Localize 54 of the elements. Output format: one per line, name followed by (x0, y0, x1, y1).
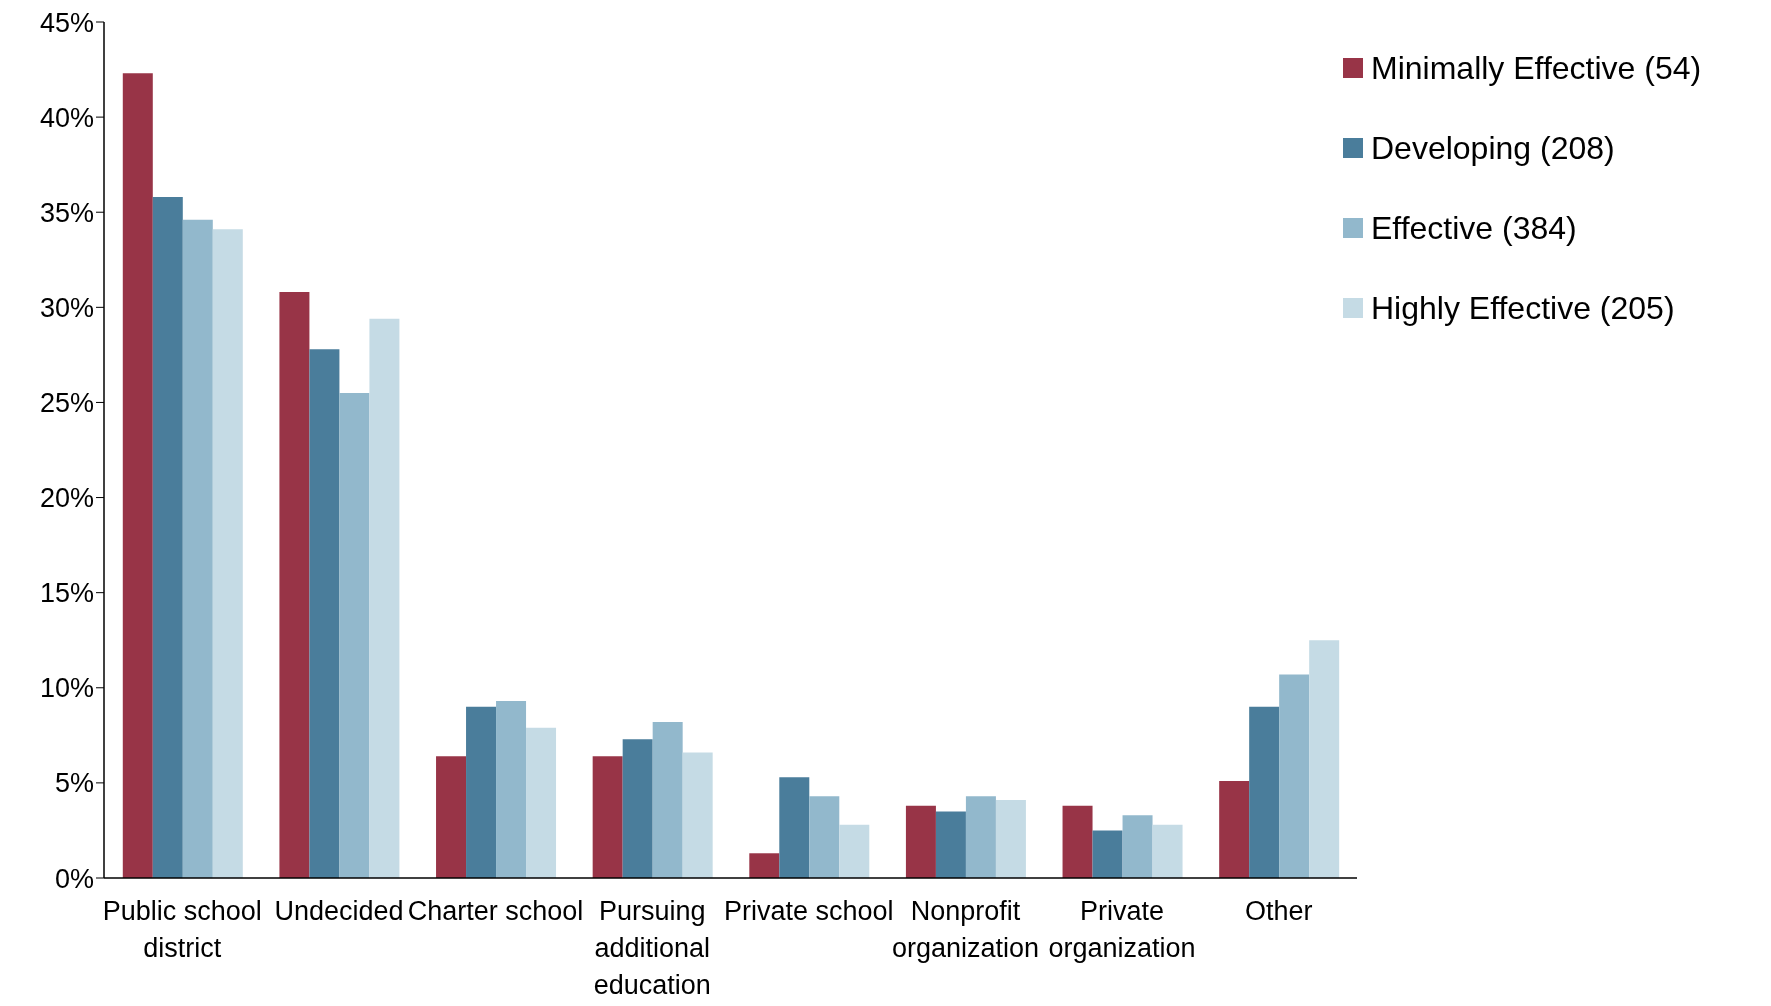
x-tick-label: Private organization (1048, 896, 1196, 963)
bar (182, 219, 213, 878)
bar (1249, 706, 1280, 878)
bar (1309, 640, 1340, 878)
bar (935, 811, 966, 878)
bar (466, 706, 497, 878)
y-tick-label: 25% (39, 388, 94, 419)
legend-label: Minimally Effective (54) (1371, 49, 1702, 88)
y-tick-label: 35% (39, 197, 94, 228)
bar (212, 229, 243, 878)
x-tick-label: Nonprofit organization (891, 896, 1039, 963)
bar (652, 722, 683, 878)
x-tick-label: Pursuing additional education (593, 896, 711, 1000)
bar (1219, 780, 1250, 878)
bar (1122, 815, 1153, 878)
bar (779, 777, 810, 878)
y-tick-label: 30% (39, 292, 94, 323)
bar (1152, 824, 1183, 878)
x-tick-label: Private school (724, 896, 894, 926)
bar (839, 824, 870, 878)
bar (369, 318, 400, 878)
bar (1062, 805, 1093, 878)
bar (965, 796, 996, 878)
x-tick-label: Other (1244, 896, 1313, 926)
y-tick-label: 45% (39, 7, 94, 38)
bar (279, 292, 310, 878)
y-tick-label: 5% (54, 768, 94, 799)
bar (592, 756, 623, 878)
y-tick-label: 20% (39, 483, 94, 514)
bar (436, 756, 467, 878)
legend-label: Developing (208) (1371, 129, 1615, 168)
bar (309, 349, 340, 878)
bar (526, 727, 557, 878)
bar (152, 197, 183, 878)
bar (1279, 674, 1310, 878)
y-tick-label: 0% (54, 863, 94, 894)
bar (682, 752, 713, 878)
x-tick-label: Public school district (102, 896, 262, 963)
x-tick-label: Charter school (407, 896, 584, 926)
bar (122, 73, 153, 878)
bar (496, 701, 527, 878)
bar (995, 800, 1026, 878)
legend-label: Highly Effective (205) (1371, 289, 1675, 328)
legend-label: Effective (384) (1371, 209, 1577, 248)
y-tick-label: 40% (39, 102, 94, 133)
bar (809, 796, 840, 878)
bar (339, 392, 370, 878)
bar (622, 739, 653, 878)
bar (905, 805, 936, 878)
x-tick-label: Undecided (274, 896, 404, 926)
y-tick-label: 10% (39, 673, 94, 704)
y-tick-label: 15% (39, 578, 94, 609)
bar (749, 853, 780, 878)
bar (1092, 830, 1123, 878)
